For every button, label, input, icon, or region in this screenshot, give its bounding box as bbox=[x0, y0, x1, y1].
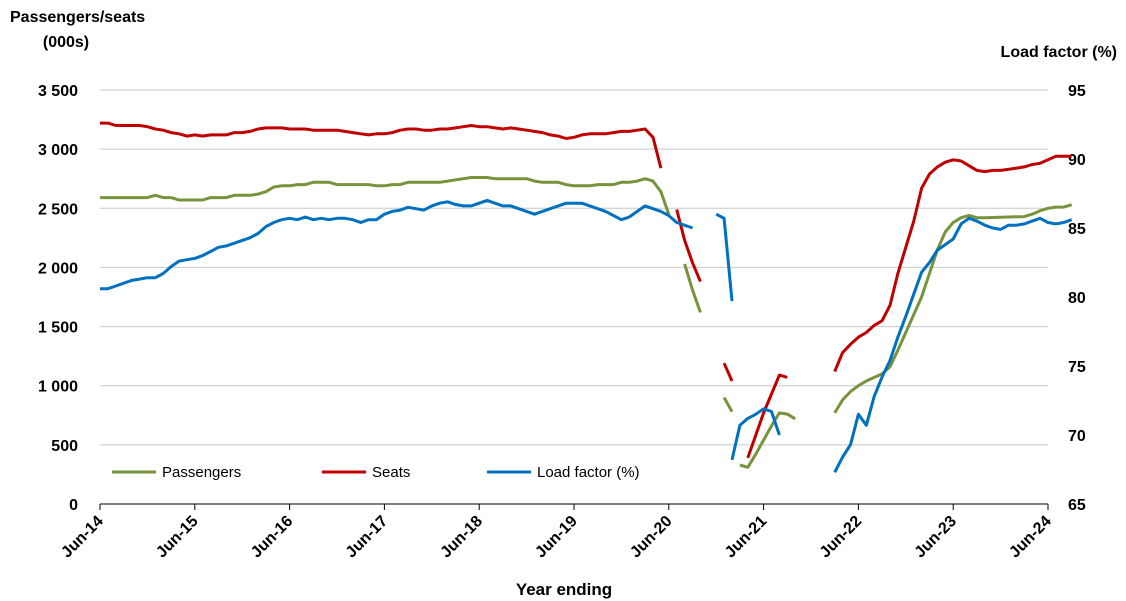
y-right-tick-label: 65 bbox=[1068, 497, 1086, 514]
series-line-passengers bbox=[683, 263, 702, 313]
y-right-tick-label: 75 bbox=[1068, 359, 1086, 376]
y-left-tick-label: 3 000 bbox=[38, 142, 78, 159]
x-tick-label: Jun-17 bbox=[343, 513, 392, 562]
y-left-tick-label: 2 000 bbox=[38, 260, 78, 277]
x-tick-label: Jun-19 bbox=[532, 513, 581, 562]
legend-label-passengers: Passengers bbox=[162, 464, 241, 481]
series-line-load-factor bbox=[833, 216, 1073, 473]
y-right-tick-label: 95 bbox=[1068, 83, 1086, 100]
series-line-load-factor bbox=[715, 212, 734, 302]
left-axis-title-line2: (000s) bbox=[43, 34, 89, 51]
x-tick-label: Jun-21 bbox=[722, 513, 771, 562]
series-line-passengers bbox=[100, 176, 671, 215]
legend-label-seats: Seats bbox=[372, 464, 410, 481]
x-tick-label: Jun-24 bbox=[1006, 513, 1055, 562]
x-tick-label: Jun-14 bbox=[58, 513, 107, 562]
series-line-load-factor bbox=[730, 407, 781, 461]
x-tick-label: Jun-23 bbox=[912, 513, 961, 562]
right-axis-title: Load factor (%) bbox=[1001, 44, 1117, 61]
x-axis-title: Year ending bbox=[516, 580, 612, 599]
y-right-tick-label: 90 bbox=[1068, 152, 1086, 169]
series-line-seats bbox=[833, 154, 1072, 373]
y-left-tick-label: 3 500 bbox=[38, 83, 78, 100]
y-left-tick-label: 2 500 bbox=[38, 201, 78, 218]
y-left-tick-label: 0 bbox=[69, 497, 78, 514]
left-axis-title-line1: Passengers/seats bbox=[10, 9, 145, 26]
x-tick-label: Jun-18 bbox=[438, 513, 487, 562]
y-right-tick-label: 85 bbox=[1068, 221, 1086, 238]
x-tick-label: Jun-16 bbox=[248, 513, 297, 562]
x-tick-label: Jun-20 bbox=[627, 513, 676, 562]
legend-label-load-factor: Load factor (%) bbox=[537, 464, 640, 481]
y-right-tick-label: 80 bbox=[1068, 290, 1086, 307]
series-line-seats bbox=[675, 209, 702, 283]
series-line-passengers bbox=[722, 396, 734, 413]
legend: Passengers Seats Load factor (%) bbox=[112, 464, 640, 481]
x-tick-label: Jun-15 bbox=[153, 513, 202, 562]
series-line-seats bbox=[100, 121, 663, 169]
series-line-seats bbox=[722, 362, 734, 382]
y-left-tick-label: 500 bbox=[51, 438, 78, 455]
plot-area: 0 500 1 000 1 500 2 000 2 500 3 000 3 500 65 70 75… bbox=[38, 83, 1086, 561]
series-line-seats bbox=[746, 373, 788, 459]
y-left-tick-label: 1 000 bbox=[38, 379, 78, 396]
y-right-tick-label: 70 bbox=[1068, 428, 1086, 445]
y-left-tick-label: 1 500 bbox=[38, 320, 78, 337]
series-line-passengers bbox=[739, 411, 796, 469]
series-line-load-factor bbox=[100, 198, 694, 291]
x-tick-label: Jun-22 bbox=[817, 513, 866, 562]
